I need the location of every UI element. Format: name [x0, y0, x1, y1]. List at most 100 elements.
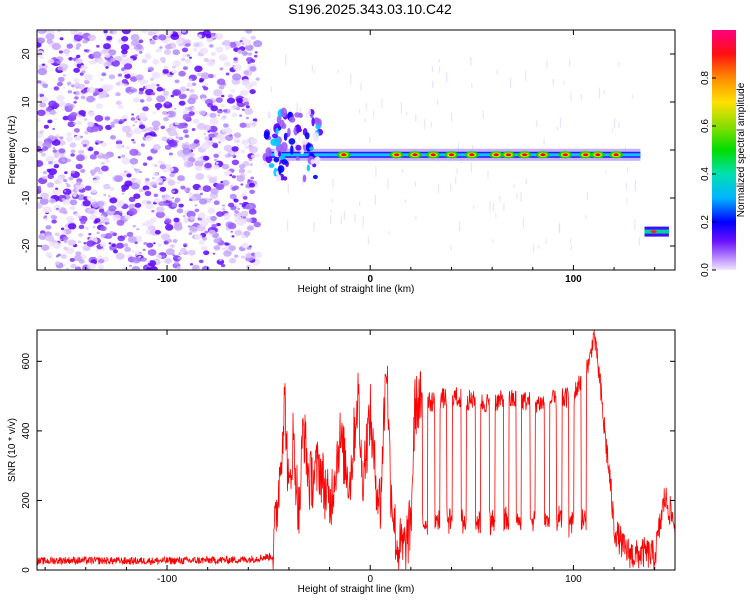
noise-blob — [131, 113, 135, 116]
noise-blob — [73, 122, 77, 125]
noise-blob — [238, 168, 246, 174]
spectrogram-streak — [525, 70, 527, 82]
noise-blob — [174, 79, 180, 84]
noise-blob — [89, 154, 97, 160]
turbulence-blob — [310, 159, 315, 165]
noise-blob — [121, 184, 130, 191]
noise-blob — [186, 187, 191, 192]
noise-blob — [180, 122, 189, 129]
noise-blob — [138, 87, 145, 92]
noise-blob — [75, 163, 83, 170]
spectrogram-y-tick-label: -10 — [21, 190, 32, 205]
spectrogram-streak — [558, 224, 561, 232]
noise-blob — [159, 186, 167, 192]
noise-blob — [37, 30, 47, 35]
noise-blob — [229, 174, 233, 177]
noise-blob — [182, 215, 186, 218]
noise-blob — [253, 54, 258, 58]
noise-blob — [65, 136, 73, 142]
noise-blob — [218, 136, 226, 142]
spectrogram-streak — [415, 216, 417, 220]
noise-blob — [209, 118, 219, 126]
noise-blob — [213, 245, 221, 251]
noise-blob — [191, 128, 196, 131]
noise-blob — [231, 107, 235, 110]
noise-blob — [115, 82, 121, 86]
noise-blob — [103, 61, 111, 68]
noise-blob — [67, 90, 73, 94]
noise-blob — [138, 188, 144, 193]
noise-blob — [134, 250, 140, 255]
spectrogram-streak — [543, 138, 545, 145]
turbulence-blob — [280, 107, 287, 118]
noise-blob — [216, 259, 225, 265]
noise-blob — [101, 165, 109, 172]
noise-blob — [55, 261, 60, 266]
spectrogram-streak — [482, 110, 484, 119]
noise-blob — [177, 175, 185, 182]
noise-blob — [245, 116, 249, 120]
spectrogram-y-tick-label: 10 — [21, 96, 32, 108]
noise-blob — [231, 175, 236, 179]
noise-blob — [187, 249, 196, 256]
noise-blob — [215, 97, 223, 103]
noise-blob — [106, 35, 113, 41]
noise-blob — [61, 159, 66, 162]
noise-blob — [182, 66, 188, 70]
noise-blob — [129, 158, 139, 165]
noise-blob — [55, 187, 59, 190]
noise-blob — [203, 57, 209, 63]
noise-blob — [157, 243, 162, 247]
noise-blob — [204, 82, 209, 86]
noise-blob — [235, 107, 241, 111]
noise-blob — [117, 235, 125, 242]
spectrogram-streak — [634, 180, 636, 191]
noise-blob — [253, 221, 261, 228]
noise-blob — [62, 74, 67, 77]
colorbar-tick-label: 0.2 — [700, 215, 711, 229]
turbulence-blob — [287, 127, 291, 137]
spectrogram-streak — [489, 201, 491, 212]
noise-blob — [142, 106, 149, 112]
peak-core — [613, 153, 619, 157]
noise-blob — [103, 193, 107, 196]
noise-blob — [249, 189, 256, 194]
noise-blob — [231, 146, 239, 152]
noise-blob — [183, 218, 189, 223]
noise-blob — [189, 198, 193, 202]
noise-blob — [145, 135, 154, 142]
noise-blob — [255, 77, 260, 81]
spectrogram-streak — [631, 94, 633, 99]
noise-blob — [254, 251, 263, 258]
spectrogram-streak — [552, 79, 554, 86]
spectrogram-streak — [570, 92, 572, 101]
noise-blob — [42, 83, 49, 89]
snr-y-tick-label: 400 — [21, 422, 32, 439]
noise-blob — [178, 100, 186, 106]
noise-blob — [75, 213, 80, 217]
noise-blob — [180, 247, 187, 254]
noise-blob — [98, 88, 104, 92]
noise-blob — [208, 73, 214, 79]
noise-blob — [210, 51, 216, 57]
noise-blob — [66, 215, 75, 223]
snr-y-tick-label: 600 — [21, 353, 32, 370]
noise-blob — [121, 192, 125, 195]
spectrogram-streak — [634, 219, 636, 230]
noise-blob — [61, 198, 66, 201]
colorbar: 0.0 0.2 0.4 0.6 0.8 Normalized spectral ampl… — [700, 30, 747, 277]
spectrogram-streak — [331, 199, 333, 203]
noise-blob — [132, 124, 136, 127]
noise-blob — [119, 210, 123, 213]
noise-blob — [70, 170, 76, 174]
spectrogram-streak — [364, 118, 366, 122]
noise-blob — [194, 208, 200, 213]
noise-blob — [237, 49, 243, 54]
noise-blob — [143, 241, 148, 246]
noise-blob — [44, 218, 49, 221]
snr-x-tick-label: 100 — [565, 574, 582, 585]
noise-blob — [57, 66, 63, 71]
noise-blob — [240, 183, 244, 186]
noise-blob — [47, 58, 55, 64]
noise-blob — [232, 73, 242, 81]
